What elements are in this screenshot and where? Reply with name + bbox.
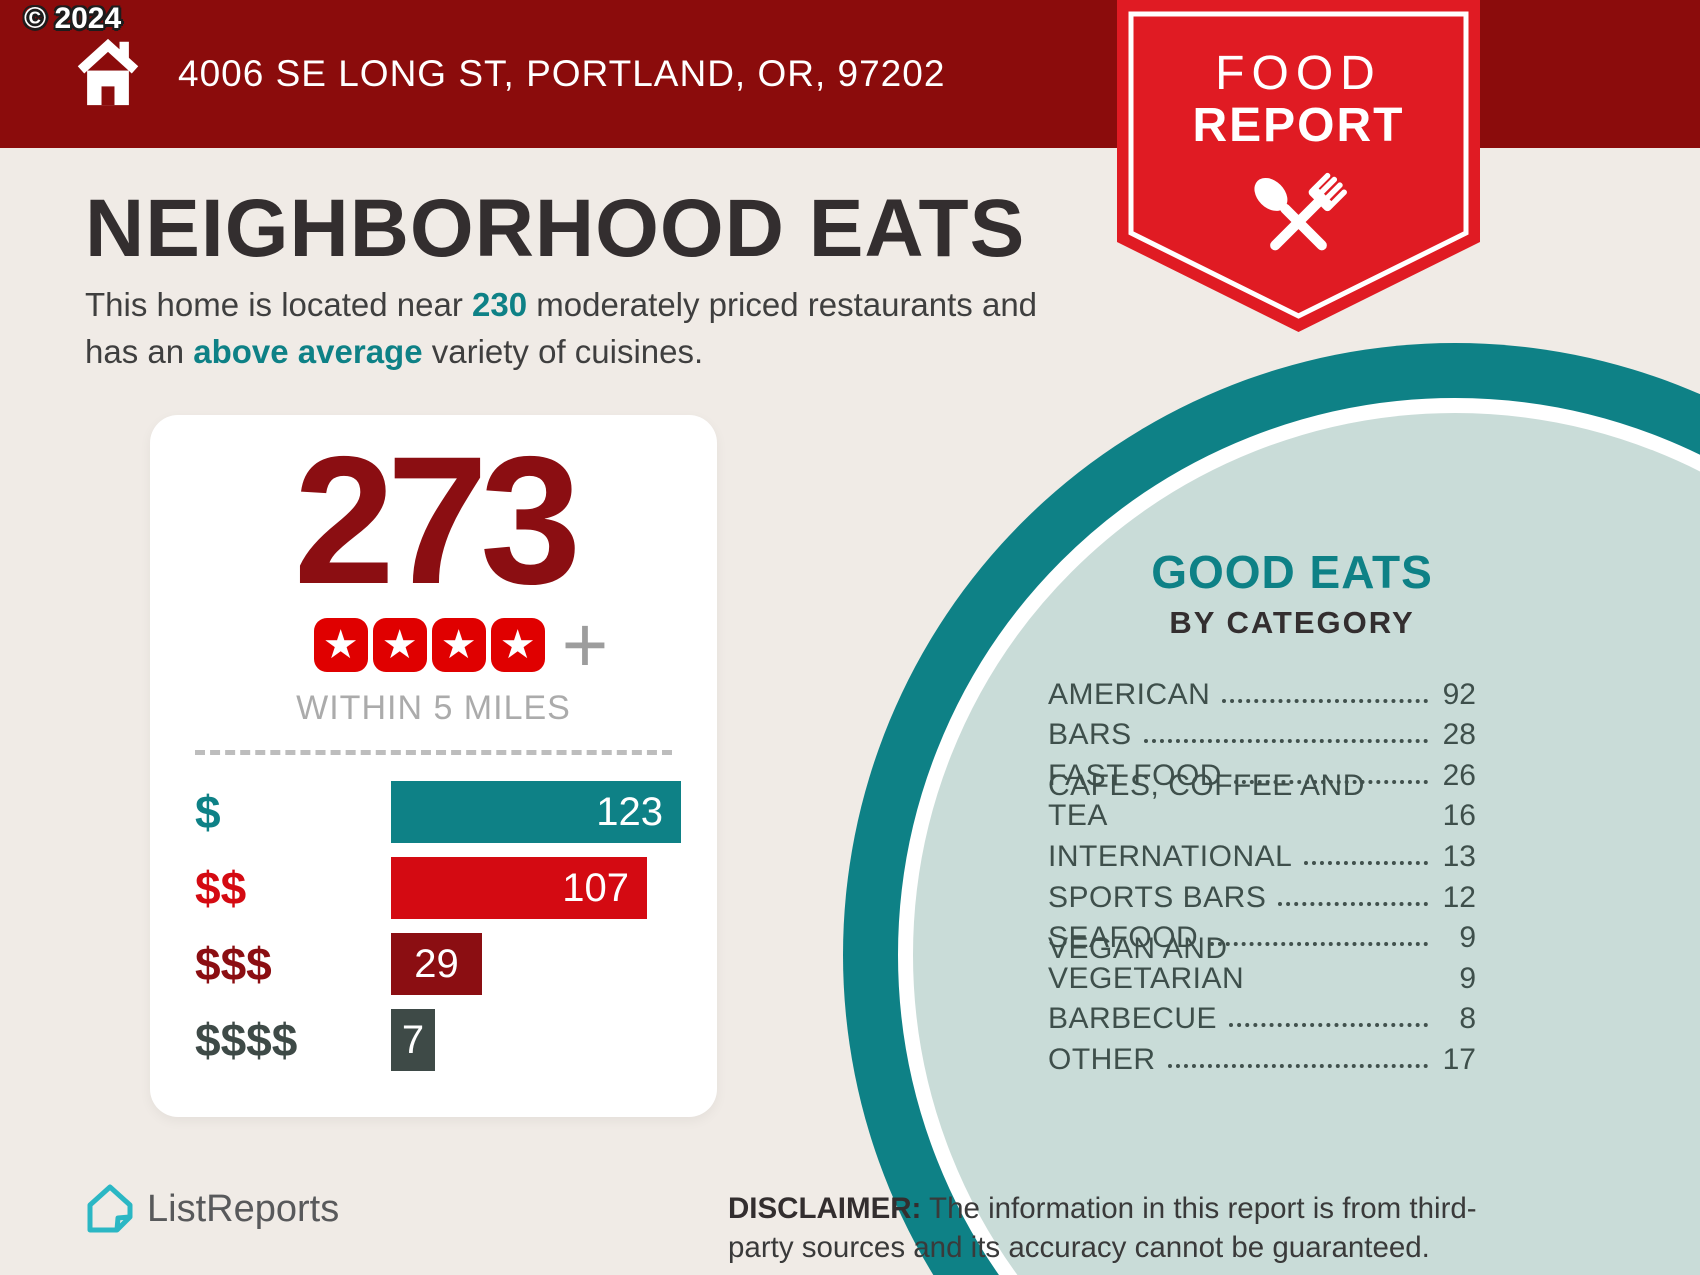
category-value: 28	[1442, 718, 1476, 752]
category-label: BARS	[1048, 718, 1132, 752]
price-bar-row: $$$ 29	[195, 933, 717, 995]
disclaimer: DISCLAIMER: The information in this repo…	[728, 1190, 1540, 1268]
star-icon: ★	[313, 618, 368, 672]
category-row: FAST FOOD 26	[1048, 750, 1476, 791]
category-label: SEAFOOD	[1048, 921, 1199, 955]
good-eats-title: GOOD EATS	[1151, 546, 1433, 598]
price-bar-label: $$	[195, 862, 247, 914]
price-bar: 7	[391, 1009, 435, 1071]
category-value: 9	[1459, 921, 1476, 955]
home-icon	[77, 38, 139, 106]
spoon-fork-icon	[1254, 172, 1347, 251]
property-address: 4006 SE LONG ST, PORTLAND, OR, 97202	[178, 53, 946, 94]
category-row: AMERICAN 92	[1048, 669, 1476, 710]
price-bar: 123	[391, 781, 681, 843]
category-label: FAST FOOD	[1048, 758, 1222, 792]
badge-line1: FOOD	[1215, 47, 1382, 100]
price-bar-value: 123	[596, 789, 663, 834]
good-eats-section: GOOD EATS BY CATEGORY AMERICAN 92 BARS 28 FA…	[1048, 545, 1476, 1075]
restaurant-stat-card: 273 ★ ★ ★ ★ + WITHIN 5 MILES $123 $$ 107 $$$ 29 $…	[150, 415, 717, 1117]
dotted-leader	[1229, 1023, 1428, 1028]
dotted-leader	[1233, 779, 1428, 784]
category-row: VEGAN AND VEGETARIAN 9	[1048, 933, 1476, 995]
price-bar-label: $	[195, 786, 221, 838]
radius-caption: WITHIN 5 MILES	[296, 689, 571, 727]
disclaimer-text: The information in this report is from t…	[728, 1192, 1477, 1264]
total-restaurants-value: 273	[293, 418, 582, 622]
listreports-logo-icon	[87, 1184, 133, 1233]
disclaimer-label: DISCLAIMER:	[728, 1192, 922, 1225]
category-value: 9	[1459, 961, 1476, 995]
dotted-leader	[1278, 901, 1428, 906]
price-bar-value: 29	[414, 941, 459, 986]
category-label: INTERNATIONAL	[1048, 839, 1293, 873]
dotted-leader	[1222, 698, 1428, 703]
price-bar: 107	[391, 857, 647, 919]
category-value: 12	[1442, 880, 1476, 914]
listreports-brand: ListReports	[85, 1182, 339, 1236]
star-rating: ★ ★ ★ ★ +	[150, 600, 717, 689]
brand-name: ListReports	[147, 1187, 340, 1230]
price-bar-label: $$$	[195, 938, 272, 990]
price-bar-label: $$$$	[195, 1014, 298, 1066]
category-row: CAFES, COFFEE AND TEA 16	[1048, 771, 1476, 833]
category-label: OTHER	[1048, 1042, 1156, 1076]
dotted-leader	[1304, 860, 1428, 865]
category-value: 92	[1442, 677, 1476, 711]
intro-highlight: above average	[193, 332, 423, 370]
dashed-divider	[195, 750, 672, 755]
price-bar: 29	[391, 933, 482, 995]
dotted-leader	[1143, 739, 1428, 744]
price-bar-row: $123	[195, 781, 717, 843]
price-tier-bar-chart: $123 $$ 107 $$$ 29 $$$$ 7	[150, 755, 717, 1071]
intro-part1: This home is located near	[85, 286, 473, 323]
badge-line2: REPORT	[1192, 99, 1404, 152]
intro-text: This home is located near 230 moderately…	[85, 282, 1095, 376]
category-label: VEGAN AND VEGETARIAN	[1048, 931, 1245, 995]
category-row: SEAFOOD 9	[1048, 913, 1476, 954]
copyright-text: © 2024	[24, 2, 122, 35]
intro-count: 230	[472, 286, 528, 323]
category-label: BARBECUE	[1048, 1002, 1218, 1036]
category-label: AMERICAN	[1048, 677, 1211, 711]
price-bar-row: $$$$ 7	[195, 1009, 717, 1071]
category-row: BARS 28	[1048, 710, 1476, 751]
intro-part3: variety of cuisines.	[422, 332, 704, 370]
price-bar-value: 7	[401, 1017, 425, 1062]
good-eats-subtitle: BY CATEGORY	[1169, 605, 1415, 640]
intro-part2: moderately priced restaurants and has an	[85, 286, 1038, 370]
category-row: BARBECUE 8	[1048, 994, 1476, 1035]
category-value: 8	[1459, 1002, 1476, 1036]
price-bar-row: $$ 107	[195, 857, 717, 919]
plus-icon: +	[561, 600, 609, 689]
dotted-leader	[1210, 942, 1428, 947]
category-row: SPORTS BARS 12	[1048, 872, 1476, 913]
category-value: 17	[1442, 1042, 1476, 1076]
star-icon: ★	[372, 618, 427, 672]
food-report-badge: FOOD REPORT	[1117, 0, 1480, 332]
category-value: 13	[1442, 839, 1476, 873]
category-label: CAFES, COFFEE AND TEA	[1048, 769, 1365, 833]
category-label: SPORTS BARS	[1048, 880, 1267, 914]
category-list: AMERICAN 92 BARS 28 FAST FOOD 26 CAFES, COFFEE…	[1048, 669, 1476, 1075]
category-row: INTERNATIONAL 13	[1048, 831, 1476, 872]
category-row: OTHER 17	[1048, 1034, 1476, 1075]
page-title: NEIGHBORHOOD EATS	[85, 183, 1026, 274]
category-value: 26	[1442, 758, 1476, 792]
star-icon: ★	[490, 618, 545, 672]
dotted-leader	[1167, 1063, 1428, 1068]
star-icon: ★	[431, 618, 486, 672]
category-value: 16	[1442, 799, 1476, 833]
price-bar-value: 107	[562, 865, 629, 910]
